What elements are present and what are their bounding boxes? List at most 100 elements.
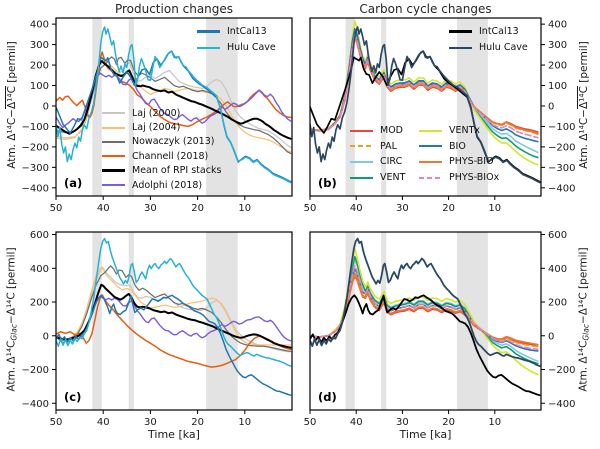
x-tick-label: 20	[442, 417, 455, 428]
legend-entry: Nowaczyk (2013)	[102, 135, 221, 149]
legend-line-sample	[102, 169, 125, 173]
y-tick-label: 200	[548, 298, 567, 309]
series-hulu-cave	[56, 26, 292, 184]
shaded-band	[128, 232, 134, 410]
series-phys-biox	[310, 264, 539, 351]
y-tick-label: 0	[548, 101, 554, 112]
x-tick-label: 30	[396, 417, 409, 428]
x-axis-label-c: Time [ka]	[148, 428, 200, 441]
legend-label: PHYS-BIO	[449, 156, 494, 168]
legend-a-top: IntCal13 Hulu Cave	[197, 23, 276, 56]
y-tick-label: 0	[548, 331, 554, 342]
series-nowaczyk-2013-	[56, 265, 292, 352]
shaded-band	[381, 232, 387, 410]
x-tick-label: 10	[488, 203, 501, 214]
y-tick-label: 100	[30, 81, 49, 92]
legend-label: BIO	[449, 140, 466, 152]
panel-letter-b: (b)	[318, 176, 337, 190]
shaded-band	[345, 232, 355, 410]
x-tick-label: 50	[304, 417, 317, 428]
legend-line-sample	[102, 155, 125, 158]
legend-line-sample	[350, 176, 373, 179]
legend-label: IntCal13	[227, 25, 267, 37]
series-adolphi-2018-	[56, 295, 292, 344]
y-tick-label: −200	[548, 365, 575, 376]
y-tick-label: −200	[22, 142, 49, 153]
panel-b-title: Carbon cycle changes	[359, 2, 492, 16]
legend-label: CIRC	[380, 156, 403, 168]
y-axis-label-d: Atm. Δ¹⁴CGlac−Δ¹⁴C [permil]	[577, 247, 591, 392]
x-tick-label: 40	[97, 203, 110, 214]
series-intcal13	[310, 294, 541, 397]
legend-entry: BIO	[419, 139, 499, 155]
legend-line-sample	[102, 112, 125, 115]
legend-line-sample	[197, 46, 220, 49]
x-tick-label: 30	[144, 203, 157, 214]
y-tick-label: 400	[30, 20, 49, 31]
legend-entry: PAL	[350, 139, 405, 155]
y-tick-label: −200	[22, 365, 49, 376]
legend-entry: VENTx	[419, 123, 499, 139]
y-tick-label: −400	[548, 399, 575, 410]
x-axis-label-d: Time [ka]	[399, 428, 452, 441]
legend-b-col1: MOD PAL CIRC VENT	[350, 123, 405, 185]
panel-d-frame	[309, 231, 542, 411]
legend-line-sample	[419, 176, 442, 179]
y-tick-label: 400	[30, 264, 49, 275]
series-hulu-cave	[310, 26, 541, 184]
x-tick-label: 40	[97, 417, 110, 428]
legend-label: PHYS-BIOx	[449, 172, 500, 184]
legend-label: MOD	[380, 125, 403, 137]
panel-b-frame	[309, 17, 542, 197]
y-tick-label: 300	[30, 40, 49, 51]
x-tick-label: 50	[304, 203, 317, 214]
shaded-band	[128, 18, 134, 196]
series-vent	[310, 255, 539, 365]
y-tick-label: 600	[30, 230, 49, 241]
legend-entry: VENT	[350, 170, 405, 186]
x-tick-label: 20	[442, 203, 455, 214]
legend-entry: PHYS-BIOx	[419, 170, 499, 186]
series-hulu-cave	[310, 237, 541, 368]
legend-label: Laj (2004)	[132, 122, 181, 134]
legend-label: Hulu Cave	[227, 42, 276, 54]
y-axis-label-a: Atm. Δ¹⁴C−Δ¹⁴C [permil]	[6, 41, 18, 169]
legend-line-sample	[449, 30, 472, 33]
x-tick-label: 10	[238, 203, 251, 214]
shaded-band	[92, 18, 102, 196]
x-tick-label: 40	[350, 203, 363, 214]
legend-line-sample	[350, 160, 373, 163]
legend-label: VENTx	[449, 125, 481, 137]
series-phys-biox	[310, 33, 539, 139]
legend-label: VENT	[380, 172, 406, 184]
y-tick-label: 400	[548, 264, 567, 275]
legend-label: Nowaczyk (2013)	[132, 136, 215, 148]
series-channell-2018-	[56, 294, 292, 368]
x-tick-label: 40	[350, 417, 363, 428]
legend-b-top: IntCal13 Hulu Cave	[449, 23, 528, 56]
legend-entry: Hulu Cave	[449, 40, 528, 57]
legend-entry: Adolphi (2018)	[102, 178, 221, 192]
y-tick-label: 200	[30, 298, 49, 309]
x-tick-label: 20	[191, 203, 204, 214]
series-ventx	[310, 20, 539, 166]
y-axis-label-c: Atm. Δ¹⁴CGlac−Δ¹⁴C [permil]	[5, 247, 19, 392]
series-nowaczyk-2013-	[56, 56, 292, 155]
panel-letter-c: (c)	[64, 390, 81, 404]
y-tick-label: 600	[548, 230, 567, 241]
shaded-band	[381, 18, 387, 196]
y-tick-label: −400	[22, 183, 49, 194]
legend-entry: MOD	[350, 123, 405, 139]
legend-line-sample	[419, 145, 442, 148]
shaded-band	[92, 232, 102, 410]
y-tick-label: 300	[548, 40, 567, 51]
y-tick-label: 0	[43, 331, 49, 342]
y-tick-label: −200	[548, 142, 575, 153]
y-tick-label: 200	[30, 61, 49, 72]
legend-entry: IntCal13	[449, 23, 528, 40]
x-tick-label: 30	[396, 203, 409, 214]
legend-entry: Channell (2018)	[102, 149, 221, 163]
legend-entry: Laj (2004)	[102, 120, 221, 134]
shaded-band	[206, 232, 238, 410]
